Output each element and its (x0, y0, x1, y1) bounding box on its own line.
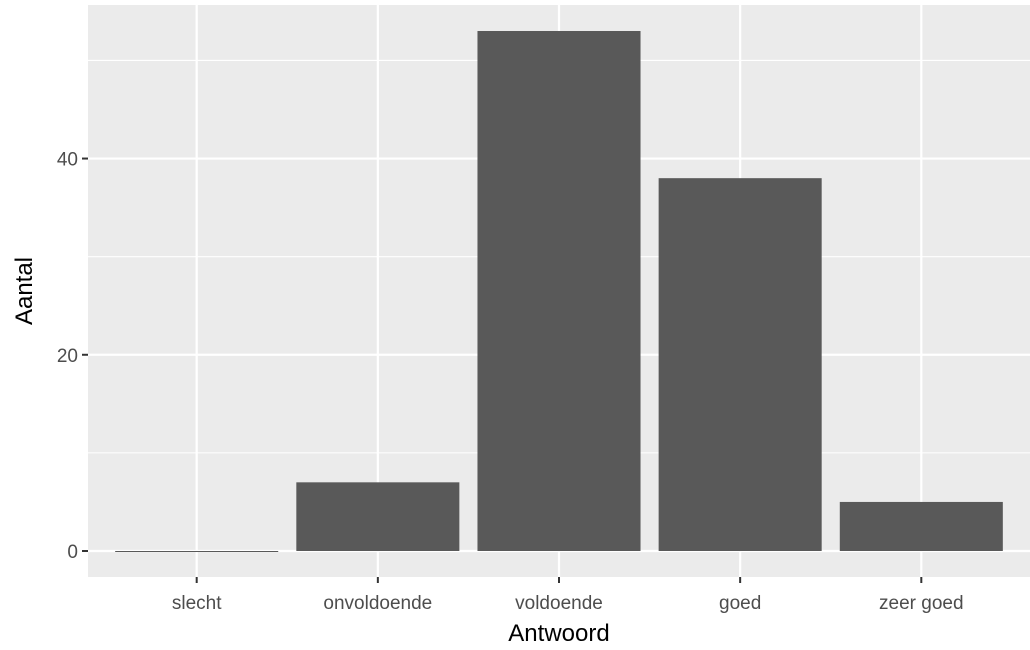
x-tick-label: voldoende (515, 593, 603, 614)
bar-onvoldoende (296, 482, 460, 551)
y-axis: 0 20 40 (57, 150, 88, 563)
x-tick-label: goed (719, 593, 761, 614)
x-tick-label: slecht (172, 593, 222, 614)
x-axis-title: Antwoord (508, 620, 609, 647)
bars (115, 31, 1003, 552)
bar-goed (658, 178, 822, 552)
x-tick-label: zeer goed (879, 593, 964, 614)
bar-voldoende (477, 31, 641, 551)
x-tick-label: onvoldoende (323, 593, 432, 614)
bar-zeer-goed (839, 501, 1003, 551)
y-axis-title: Aantal (11, 257, 38, 325)
y-tick-label: 20 (57, 346, 78, 367)
y-tick-label: 0 (67, 542, 78, 563)
y-tick-label: 40 (57, 150, 78, 171)
x-axis: slecht onvoldoende voldoende goed zeer goed (172, 577, 964, 614)
bar-slecht (115, 551, 279, 552)
